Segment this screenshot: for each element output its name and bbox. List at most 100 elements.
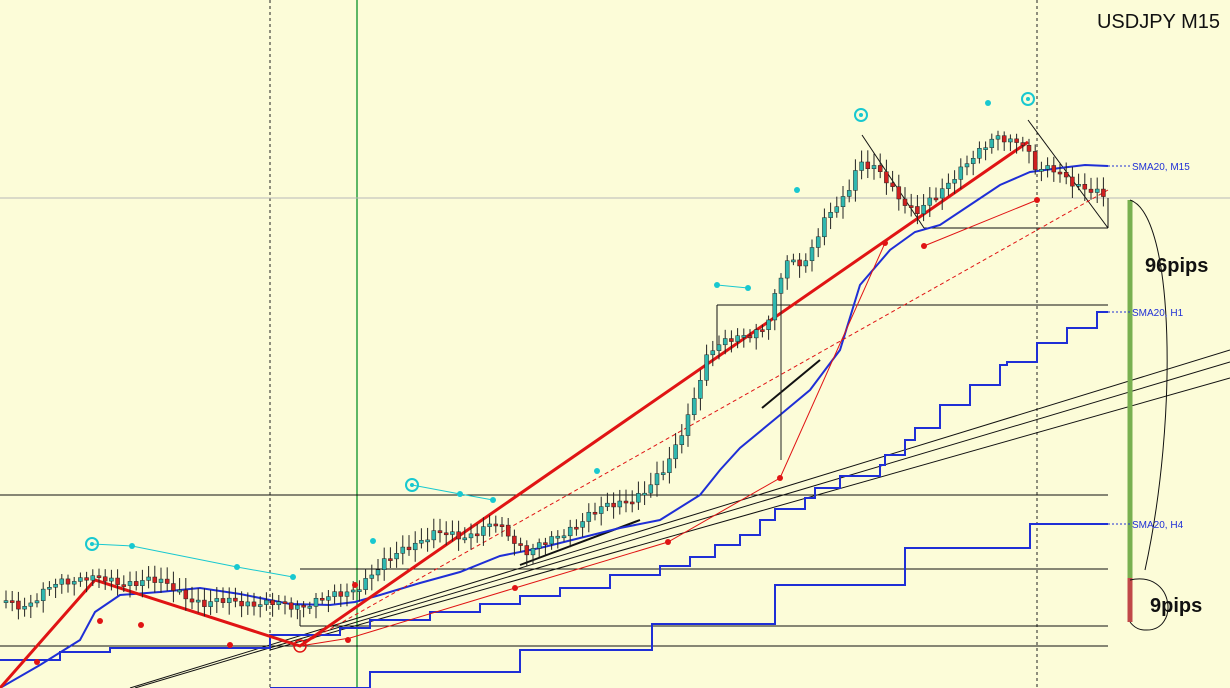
candle-body xyxy=(350,589,356,593)
candle-body xyxy=(443,532,449,536)
candle-body xyxy=(28,602,34,607)
cyan-dot xyxy=(794,187,800,193)
candle-body xyxy=(257,604,263,607)
candle-body xyxy=(735,335,740,342)
candle-body xyxy=(53,583,58,588)
pips-label-9: 9pips xyxy=(1150,595,1202,617)
red-dot xyxy=(345,637,351,643)
candle-body xyxy=(611,502,616,508)
candle-body xyxy=(890,182,895,187)
cyan-dot xyxy=(490,497,496,503)
candle-body xyxy=(481,526,486,536)
cyan-dot xyxy=(370,538,376,544)
candle-body xyxy=(1045,165,1050,170)
candle-body xyxy=(276,601,282,606)
candle-body xyxy=(530,548,536,556)
candle-body xyxy=(264,599,269,605)
candle-body xyxy=(772,293,778,321)
candle-body xyxy=(642,492,647,496)
candle-body xyxy=(524,545,530,556)
cyan-circle-marker xyxy=(1021,92,1035,106)
cyan-circle-center xyxy=(90,542,94,546)
candle-body xyxy=(549,536,554,545)
candle-body xyxy=(313,597,319,607)
candle-body xyxy=(648,484,654,494)
candle-body xyxy=(319,597,325,601)
candle-body xyxy=(970,158,976,164)
candle-body xyxy=(915,206,920,214)
candle-body xyxy=(983,147,988,150)
candle-body xyxy=(295,604,300,610)
candle-body xyxy=(456,531,461,540)
red-dot xyxy=(352,582,358,588)
cyan-circle-center xyxy=(859,113,863,117)
candle-body xyxy=(722,338,728,346)
red-circle-marker xyxy=(293,639,307,653)
candle-body xyxy=(270,599,275,606)
candle-body xyxy=(102,576,108,582)
candle-body xyxy=(1051,165,1057,173)
candle-body xyxy=(474,533,480,537)
candle-body xyxy=(679,435,685,446)
candle-body xyxy=(332,591,337,597)
candle-body xyxy=(189,598,195,603)
candle-body xyxy=(412,542,418,551)
candlesticks xyxy=(3,130,1106,620)
candle-body xyxy=(146,576,151,581)
candle-body xyxy=(995,135,1001,140)
candle-body xyxy=(338,591,344,597)
cyan-circle-center xyxy=(1026,97,1030,101)
candle-body xyxy=(623,500,629,504)
candle-body xyxy=(127,581,133,586)
candle-body xyxy=(760,329,765,332)
candle-body xyxy=(59,578,65,585)
cyan-dot xyxy=(985,100,991,106)
candle-body xyxy=(902,198,908,206)
dashed-red-line xyxy=(299,189,1109,647)
candle-body xyxy=(487,523,492,527)
candle-body xyxy=(977,148,982,159)
cyan-dot xyxy=(234,564,240,570)
candle-body xyxy=(1057,171,1063,175)
candle-body xyxy=(1014,138,1019,143)
cyan-dot xyxy=(457,491,463,497)
cyan-circle-marker xyxy=(405,478,419,492)
bracket-9pips xyxy=(1129,578,1169,631)
cyan-circle-markers xyxy=(85,92,1035,551)
candle-body xyxy=(927,197,933,206)
candle-body xyxy=(1001,135,1007,143)
candle-body xyxy=(784,260,790,279)
candle-body xyxy=(96,575,102,578)
candle-body xyxy=(710,350,716,356)
cyan-dot xyxy=(594,468,600,474)
red-dot xyxy=(921,243,927,249)
candle-body xyxy=(468,533,474,539)
candle-body xyxy=(226,597,232,603)
candle-body xyxy=(766,319,771,330)
cyan-circle-marker xyxy=(85,537,99,551)
candle-body xyxy=(673,444,678,460)
candle-body xyxy=(933,197,939,201)
candle-body xyxy=(65,578,71,585)
cyan-circle-centers xyxy=(90,97,1030,546)
candle-body xyxy=(208,601,213,607)
candle-body xyxy=(109,577,114,582)
candle-body xyxy=(753,329,759,339)
candle-body xyxy=(946,182,951,189)
candle-body xyxy=(989,138,995,148)
candle-body xyxy=(791,259,796,263)
cyan-circle-marker xyxy=(854,108,868,122)
red-dot xyxy=(882,240,888,246)
candle-body xyxy=(859,161,864,171)
candle-body xyxy=(425,539,430,543)
sma-m15-label: SMA20, M15 xyxy=(1132,162,1190,173)
candle-body xyxy=(307,606,313,609)
candle-body xyxy=(388,558,393,561)
candle-body xyxy=(896,186,902,200)
candle-body xyxy=(326,596,331,601)
candle-body xyxy=(964,163,970,168)
candle-body xyxy=(419,539,424,544)
candle-body xyxy=(90,575,96,581)
candle-body xyxy=(729,338,734,342)
cyan-dot xyxy=(129,543,135,549)
